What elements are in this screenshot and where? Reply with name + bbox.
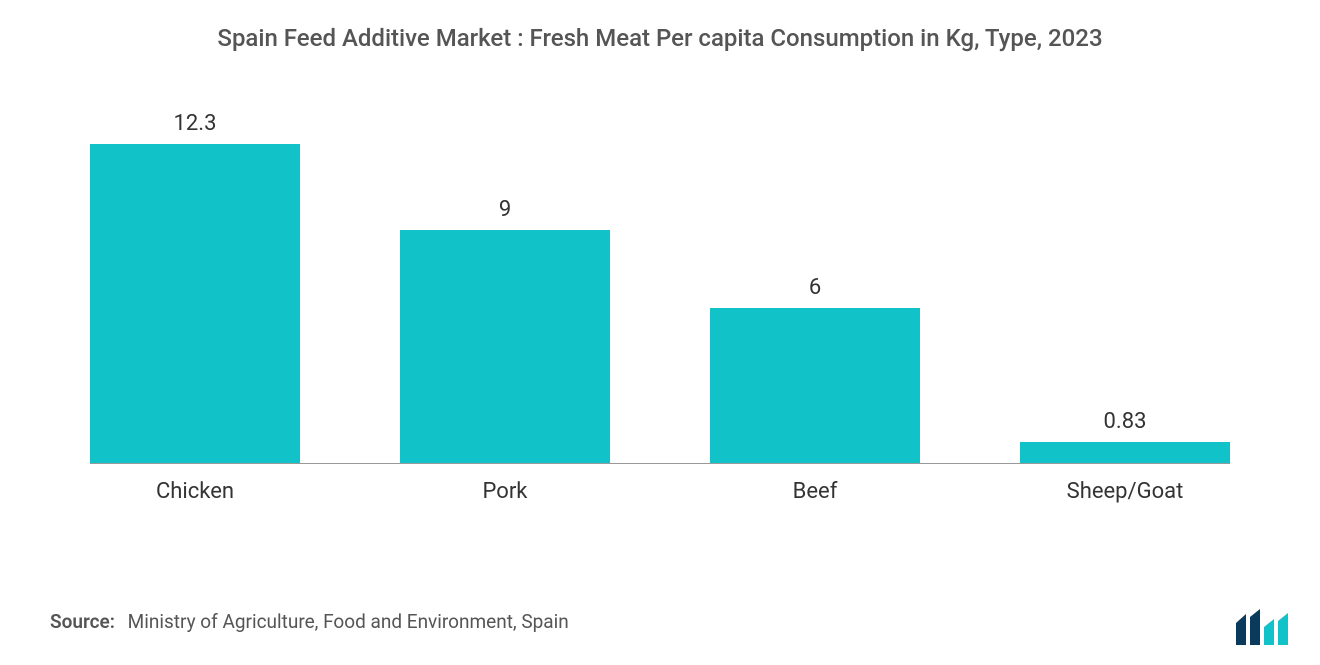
cat-label-1: Pork [400,479,610,504]
category-labels: Chicken Pork Beef Sheep/Goat [60,479,1260,504]
source-line: Source: Ministry of Agriculture, Food an… [50,610,569,633]
bar-3 [1020,442,1230,464]
baseline [90,463,1230,464]
brand-logo-icon [1236,609,1290,645]
cat-label-0: Chicken [90,479,300,504]
bar-value-3: 0.83 [1104,409,1147,434]
bar-col-0: 12.3 [90,111,300,464]
source-label: Source: [50,610,115,633]
cat-label-3: Sheep/Goat [1020,479,1230,504]
bar-col-3: 0.83 [1020,409,1230,464]
chart-area: 12.3 9 6 0.83 Chicken Pork Beef Sheep/Go… [60,90,1260,520]
bar-value-2: 6 [809,275,821,300]
chart-title: Spain Feed Additive Market : Fresh Meat … [0,0,1320,60]
bar-2 [710,308,920,464]
source-text: Ministry of Agriculture, Food and Enviro… [128,610,569,633]
bar-0 [90,144,300,464]
bar-col-2: 6 [710,275,920,464]
bars-container: 12.3 9 6 0.83 [60,114,1260,464]
bar-value-0: 12.3 [174,111,217,136]
cat-label-2: Beef [710,479,920,504]
bar-1 [400,230,610,464]
bar-value-1: 9 [499,197,511,222]
bar-col-1: 9 [400,197,610,464]
